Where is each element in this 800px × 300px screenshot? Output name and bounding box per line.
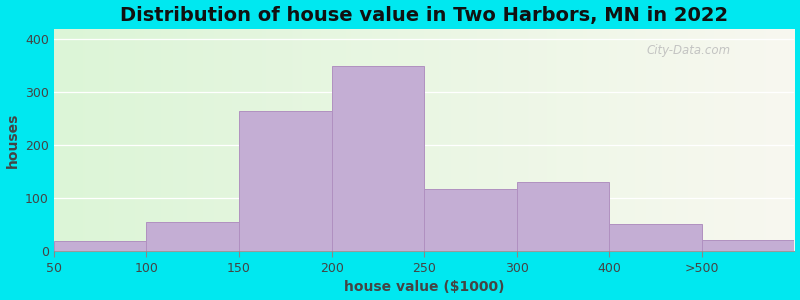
X-axis label: house value ($1000): house value ($1000)	[344, 280, 504, 294]
Bar	[146, 222, 239, 251]
Bar	[239, 111, 331, 251]
Y-axis label: houses: houses	[6, 112, 19, 168]
Bar	[424, 189, 517, 251]
Bar	[54, 241, 146, 251]
Text: City-Data.com: City-Data.com	[646, 44, 730, 58]
Bar	[702, 240, 794, 251]
Title: Distribution of house value in Two Harbors, MN in 2022: Distribution of house value in Two Harbo…	[120, 6, 728, 25]
Bar	[610, 224, 702, 251]
Bar	[517, 182, 610, 251]
Bar	[331, 66, 424, 251]
